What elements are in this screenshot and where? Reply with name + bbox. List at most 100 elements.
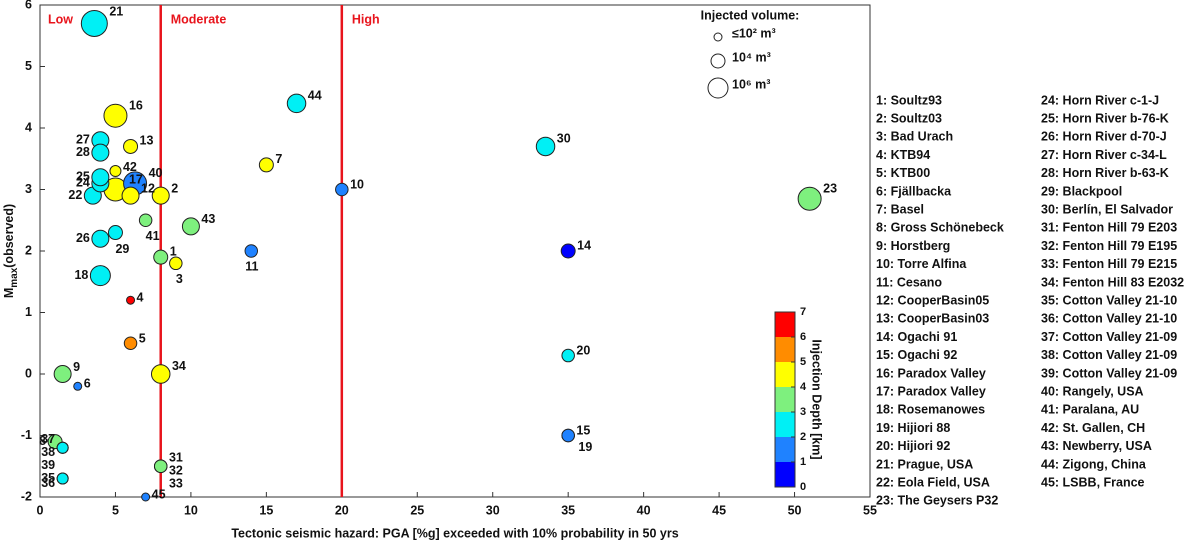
site-entry: 19: Hijiori 88 — [876, 421, 950, 435]
region-label: Moderate — [171, 12, 227, 26]
region-label: High — [352, 12, 380, 26]
y-tick-label: 6 — [25, 0, 32, 11]
site-entry: 22: Eola Field, USA — [876, 475, 990, 489]
point-label: 8 — [39, 434, 46, 448]
x-tick-label: 25 — [410, 503, 424, 517]
colorbar-label: Injection Depth [km] — [810, 339, 824, 459]
colorbar-tick-label: 7 — [800, 306, 806, 318]
size-legend-marker — [713, 32, 723, 42]
bubble — [258, 157, 274, 173]
x-tick-label: 50 — [788, 503, 802, 517]
point-label: 3 — [176, 272, 183, 286]
site-entry: 35: Cotton Valley 21-10 — [1041, 293, 1177, 307]
colorbar-segment — [775, 312, 795, 337]
y-tick-label: 2 — [25, 243, 32, 257]
site-entry: 33: Fenton Hill 79 E215 — [1041, 257, 1177, 271]
site-entry: 24: Horn River c-1-J — [1041, 93, 1159, 107]
site-entry: 13: CooperBasin03 — [876, 312, 989, 326]
colorbar-segment — [775, 462, 795, 487]
colorbar-tick-label: 3 — [800, 406, 806, 418]
point-label: 2 — [171, 181, 178, 195]
site-entry: 4: KTB94 — [876, 148, 930, 162]
point-label: 40 — [149, 166, 163, 180]
site-entry: 43: Newberry, USA — [1041, 439, 1152, 453]
site-entry: 23: The Geysers P32 — [876, 494, 998, 508]
point-label: 11 — [245, 260, 258, 274]
site-entry: 34: Fenton Hill 83 E2032 — [1041, 275, 1184, 289]
site-entry: 8: Gross Schönebeck — [876, 221, 1004, 235]
bubble — [56, 441, 69, 454]
size-legend-label: 10⁴ m³ — [732, 50, 771, 64]
colorbar-tick-label: 4 — [800, 381, 807, 393]
y-tick-label: 0 — [25, 366, 32, 380]
size-legend-label: 10⁶ m³ — [732, 77, 770, 91]
y-axis-label: Mmax(observed) — [2, 204, 19, 298]
y-tick-label: 1 — [25, 305, 32, 319]
x-tick-label: 40 — [637, 503, 651, 517]
bubble — [153, 249, 169, 265]
bubble — [153, 459, 168, 473]
site-entry: 10: Torre Alfina — [876, 257, 967, 271]
point-label: 23 — [823, 182, 837, 196]
bubble — [169, 256, 183, 271]
point-label: 27 — [76, 133, 90, 147]
size-legend-marker — [707, 77, 729, 99]
site-entry: 31: Fenton Hill 79 E203 — [1041, 221, 1177, 235]
point-label: 9 — [73, 360, 80, 374]
site-entry: 32: Fenton Hill 79 E195 — [1041, 239, 1177, 253]
site-entry: 27: Horn River c-34-L — [1041, 148, 1167, 162]
point-label: 41 — [146, 229, 160, 243]
bubble — [73, 381, 83, 391]
bubble — [107, 225, 123, 241]
point-label: 19 — [578, 440, 592, 454]
colorbar-segment — [775, 337, 795, 362]
y-label-subscript: max — [9, 267, 20, 287]
site-entry: 7: Basel — [876, 202, 924, 216]
point-label: 33 — [169, 477, 183, 491]
site-entry: 21: Prague, USA — [876, 457, 973, 471]
point-label: 13 — [140, 134, 154, 148]
x-tick-label: 5 — [112, 503, 119, 517]
bubble — [126, 295, 136, 305]
site-entry: 41: Paralana, AU — [1041, 403, 1139, 417]
site-entry: 42: St. Gallen, CH — [1041, 421, 1145, 435]
site-entry: 40: Rangely, USA — [1041, 384, 1144, 398]
point-label: 25 — [76, 169, 90, 183]
colorbar-tick-label: 0 — [800, 481, 806, 493]
site-entry: 15: Ogachi 92 — [876, 348, 957, 362]
site-entry: 39: Cotton Valley 21-09 — [1041, 366, 1177, 380]
point-label: 12 — [141, 181, 155, 195]
colorbar-segment — [775, 437, 795, 462]
point-label: 26 — [76, 231, 90, 245]
bubble — [181, 217, 200, 236]
site-entry: 3: Bad Urach — [876, 130, 953, 144]
colorbar-segment — [775, 362, 795, 387]
point-label: 31 — [169, 451, 183, 465]
bubble — [91, 229, 110, 248]
colorbar-segment — [775, 412, 795, 437]
bubble — [91, 168, 110, 187]
colorbar-tick-label: 5 — [800, 356, 806, 368]
point-label: 5 — [139, 331, 146, 345]
point-label: 28 — [76, 145, 90, 159]
bubble — [141, 492, 151, 502]
point-label: 44 — [308, 88, 322, 102]
region-label: Low — [48, 12, 73, 26]
point-label: 32 — [169, 464, 183, 478]
bubble — [151, 186, 170, 205]
colorbar-tick-label: 2 — [800, 431, 806, 443]
point-label: 35 — [41, 471, 55, 485]
y-tick-label: 4 — [25, 120, 32, 134]
colorbar-tick-label: 1 — [800, 456, 806, 468]
size-legend-title: Injected volume: — [701, 8, 800, 22]
x-tick-label: 30 — [486, 503, 500, 517]
x-tick-label: 35 — [561, 503, 575, 517]
site-entry: 36: Cotton Valley 21-10 — [1041, 312, 1177, 326]
bubble — [123, 336, 138, 350]
site-entry: 26: Horn River d-70-J — [1041, 130, 1167, 144]
bubble — [244, 244, 259, 258]
site-entry: 30: Berlín, El Salvador — [1041, 202, 1173, 216]
site-entry: 11: Cesano — [876, 275, 942, 289]
y-label-symbol: M — [2, 288, 16, 298]
